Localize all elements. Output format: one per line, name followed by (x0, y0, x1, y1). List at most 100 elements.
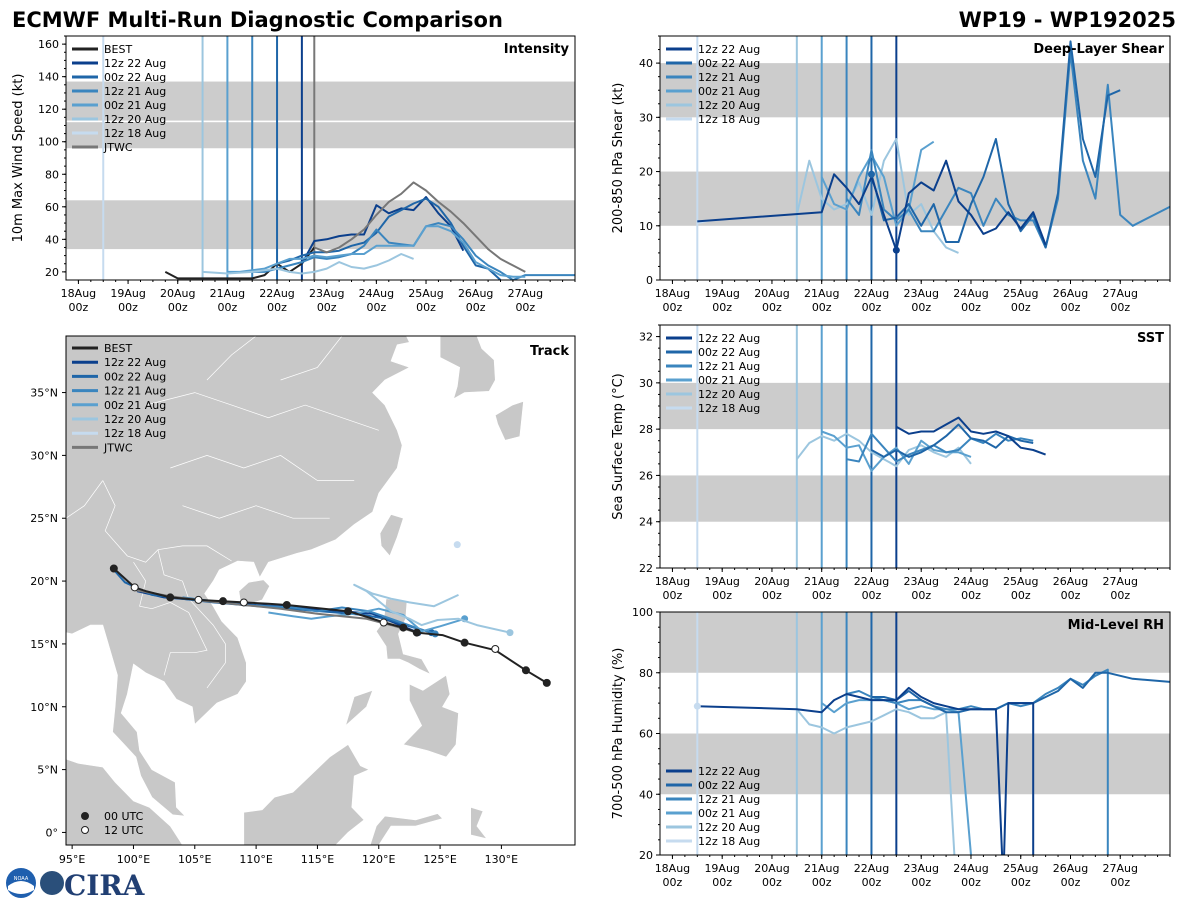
legend-label: 12z 20 Aug (698, 821, 760, 834)
x-tick-day: 22Aug (854, 862, 889, 875)
legend-label: JTWC (103, 441, 133, 454)
x-tick-hour: 00z (118, 301, 138, 314)
border-myanmar (66, 480, 104, 519)
lat-tick-label: 5°N (37, 764, 58, 777)
x-tick-day: 20Aug (754, 862, 789, 875)
x-tick-day: 24Aug (953, 287, 988, 300)
x-tick-hour: 00z (812, 589, 832, 602)
map-frame (65, 335, 576, 846)
panel-title: Track (530, 344, 569, 359)
legend-label: 12z 20 Aug (698, 99, 760, 112)
lat-tick-label: 10°N (30, 701, 58, 714)
y-axis-label: Sea Surface Temp (°C) (611, 373, 626, 520)
border-vietnam (157, 549, 226, 689)
y-tick-label: 30 (639, 111, 653, 124)
map-area (66, 336, 575, 845)
y-tick-label: 26 (639, 469, 653, 482)
y-tick-label: 80 (45, 168, 59, 181)
x-tick-hour: 00z (317, 301, 337, 314)
x-tick-hour: 00z (1061, 589, 1081, 602)
forecast-track-line (353, 583, 511, 634)
x-tick-hour: 00z (1061, 876, 1081, 889)
legend-label: 12z 22 Aug (104, 356, 166, 369)
storm-id-title: WP19 - WP192025 (959, 8, 1176, 32)
plot-area (660, 612, 1170, 855)
y-tick-label: 40 (639, 788, 653, 801)
y-tick-label: 120 (38, 103, 59, 116)
series-line (870, 40, 1121, 249)
border-province-3 (182, 505, 330, 519)
panel-mid-level-rh: 2040608010018Aug00z19Aug00z20Aug00z21Aug… (611, 606, 1171, 889)
legend-label: 12z 22 Aug (698, 765, 760, 778)
x-tick-day: 24Aug (953, 862, 988, 875)
best-00utc-marker (542, 678, 551, 687)
legend-label: 00z 21 Aug (104, 99, 166, 112)
x-tick-day: 22Aug (854, 575, 889, 588)
series-line (845, 51, 1170, 249)
x-tick-hour: 00z (961, 589, 981, 602)
series-line (846, 432, 1034, 463)
x-tick-day: 23Aug (903, 575, 938, 588)
visayas-mindanao-land (402, 674, 459, 758)
legend-label: 00z 22 Aug (698, 57, 760, 70)
x-tick-day: 19Aug (110, 287, 145, 300)
legend-label: 12z 22 Aug (698, 43, 760, 56)
legend-label: BEST (104, 342, 132, 355)
legend-label: 00z 22 Aug (104, 71, 166, 84)
forecast-start-marker (506, 629, 514, 637)
legend-label: 12z 20 Aug (104, 413, 166, 426)
panel-title: Deep-Layer Shear (1033, 42, 1164, 57)
lon-tick-label: 130°E (485, 853, 518, 866)
legend-label: 12z 21 Aug (698, 793, 760, 806)
lat-tick-label: 30°N (30, 449, 58, 462)
border-china-south (102, 480, 232, 563)
lon-tick-label: 120°E (362, 853, 395, 866)
x-tick-hour: 00z (69, 301, 89, 314)
lon-tick-label: 95°E (59, 853, 85, 866)
series-line (276, 197, 502, 280)
y-tick-label: 0 (646, 274, 653, 287)
y-axis-label: 200-850 hPa Shear (kt) (611, 83, 626, 234)
lon-tick-label: 100°E (117, 853, 150, 866)
best-00utc-marker (460, 638, 469, 647)
taiwan-land (379, 514, 404, 557)
plot-area (660, 325, 1170, 568)
x-tick-day: 19Aug (704, 287, 739, 300)
y-tick-label: 10 (639, 220, 653, 233)
panel-track: 95°E 100°E 105°E 110°E 115°E 120°E 125°E 130°E 0… (30, 335, 576, 866)
x-tick-day: 20Aug (754, 575, 789, 588)
y-axis-label: 700-500 hPa Humidity (%) (611, 648, 626, 820)
mainland-asia-land (66, 336, 411, 817)
marker-legend-symbol (81, 826, 89, 834)
threshold-band (66, 122, 575, 149)
lon-tick-label: 105°E (178, 853, 211, 866)
panel-intensity: 2040608010012014016018Aug00z19Aug00z20Au… (11, 35, 576, 314)
series-line (313, 181, 526, 273)
halmahera-land (470, 806, 488, 840)
legend-label: 12z 21 Aug (104, 85, 166, 98)
y-axis-label: 10m Max Wind Speed (kt) (11, 74, 26, 243)
best-00utc-marker (109, 564, 118, 573)
y-tick-label: 40 (45, 233, 59, 246)
x-tick-day: 25Aug (1003, 862, 1038, 875)
lat-tick-label: 0° (46, 826, 59, 839)
x-tick-day: 26Aug (458, 287, 493, 300)
legend-label: 12z 18 Aug (698, 113, 760, 126)
legend-label: 12z 18 Aug (698, 402, 760, 415)
x-tick-hour: 00z (663, 301, 683, 314)
sulawesi-land (369, 813, 444, 845)
series-line (820, 140, 935, 227)
x-tick-hour: 00z (515, 301, 535, 314)
lat-tick-label: 35°N (30, 387, 58, 400)
panel-sst: 22242628303218Aug00z19Aug00z20Aug00z21Au… (611, 324, 1171, 602)
legend-label: 12z 18 Aug (104, 127, 166, 140)
panel-title: Mid-Level RH (1068, 618, 1164, 633)
y-tick-label: 100 (632, 606, 653, 619)
threshold-band (660, 63, 1170, 118)
y-tick-label: 140 (38, 71, 59, 84)
series-line (796, 708, 956, 855)
lat-tick-label: 20°N (30, 575, 58, 588)
x-tick-hour: 00z (862, 301, 882, 314)
x-tick-day: 25Aug (408, 287, 443, 300)
init-marker (892, 246, 900, 254)
